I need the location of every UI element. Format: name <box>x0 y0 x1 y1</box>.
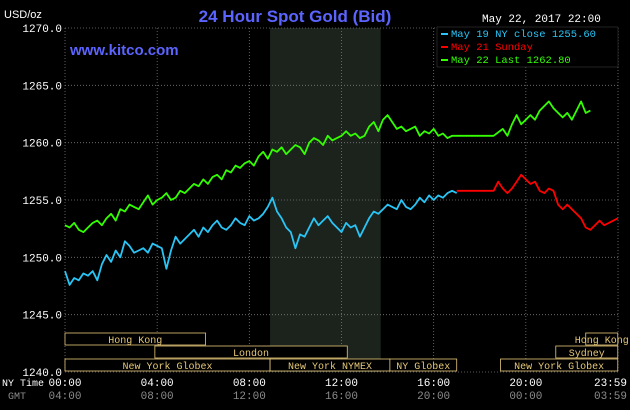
session-label: New York NYMEX <box>288 361 372 373</box>
x-tick-label-gmt: 03:59 <box>594 391 627 403</box>
session-label: Sydney <box>569 348 605 360</box>
x-tick-label-gmt: 16:00 <box>325 391 358 403</box>
y-axis: 1240.0 1245.0 1250.0 1255.0 1260.0 1265.0 1270… <box>22 24 62 380</box>
series-lines <box>64 100 619 286</box>
x-tick-label-gmt: 20:00 <box>417 391 450 403</box>
session-label: New York Globex <box>514 361 604 373</box>
session-box <box>555 345 619 359</box>
x-tick-label-gmt: 00:00 <box>509 391 542 403</box>
nymex-session-shading <box>270 28 381 372</box>
x-axis: 00:00 04:00 08:00 12:00 16:00 20:00 23:5904:00… <box>48 378 627 403</box>
session-box <box>500 358 619 372</box>
y-tick-label: 1240.0 <box>22 368 62 380</box>
y-tick-label: 1260.0 <box>22 139 62 151</box>
x-tick-label-ny: 08:00 <box>233 378 266 390</box>
session-label: London <box>233 348 269 360</box>
y-tick-label: 1245.0 <box>22 311 62 323</box>
y-tick-label: 1265.0 <box>22 81 62 93</box>
series-line-2 <box>64 100 591 234</box>
session-box <box>64 332 206 346</box>
x-tick-label-ny: 16:00 <box>417 378 450 390</box>
y-tick-label: 1270.0 <box>22 24 62 36</box>
y-tick-label: 1255.0 <box>22 196 62 208</box>
session-box <box>389 358 458 372</box>
website-link[interactable]: www.kitco.com <box>69 42 179 59</box>
series-line-0 <box>64 189 458 286</box>
session-label: New York Globex <box>123 361 213 373</box>
chart-title: 24 Hour Spot Gold (Bid) <box>199 7 392 26</box>
x-tick-label-ny: 20:00 <box>509 378 542 390</box>
legend-entry: May 19 NY close 1255.60 <box>451 29 596 41</box>
x-tick-label-ny: 12:00 <box>325 378 358 390</box>
y-tick-label: 1250.0 <box>22 253 62 265</box>
gmt-label: GMT <box>8 392 26 403</box>
x-tick-label-ny: 00:00 <box>48 378 81 390</box>
x-tick-label-ny: 04:00 <box>141 378 174 390</box>
x-tick-label-gmt: 04:00 <box>48 391 81 403</box>
session-label: Hong Kong <box>108 336 162 347</box>
x-tick-label-gmt: 08:00 <box>141 391 174 403</box>
session-label: NY Globex <box>396 361 450 373</box>
session-label: Hong Kong <box>575 336 629 347</box>
legend-box <box>436 26 619 68</box>
session-box <box>154 345 348 359</box>
legend-entry: May 21 Sunday <box>451 42 533 54</box>
series-line-1 <box>456 173 619 231</box>
legend-entry: May 22 Last 1262.80 <box>451 55 571 67</box>
date-time-label: May 22, 2017 22:00 <box>482 14 601 26</box>
x-tick-label-gmt: 12:00 <box>233 391 266 403</box>
session-box <box>585 332 619 346</box>
units-label: USD/oz <box>4 9 42 21</box>
ny-time-label: NY Time <box>2 378 44 390</box>
x-tick-label-ny: 23:59 <box>594 378 627 390</box>
